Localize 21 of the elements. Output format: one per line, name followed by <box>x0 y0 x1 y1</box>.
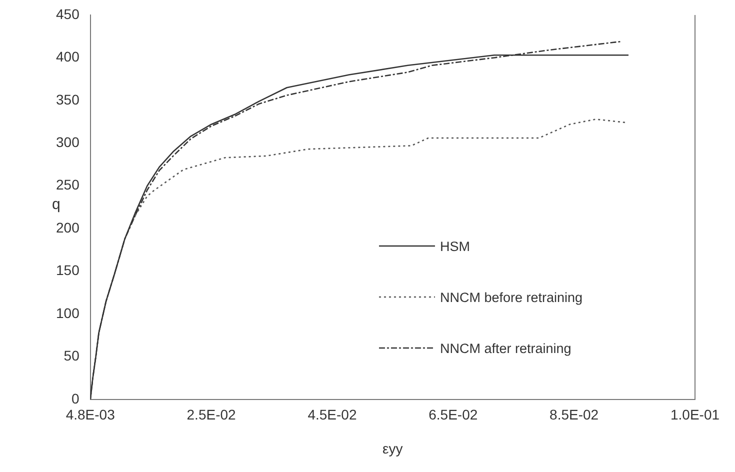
y-tick-label: 250 <box>56 176 80 193</box>
x-tick-label: 4.5E-02 <box>308 406 357 423</box>
y-tick-label: 450 <box>56 6 80 22</box>
x-axis-title: εyy <box>382 440 403 456</box>
x-tick-label: 4.8E-03 <box>66 406 116 423</box>
y-tick-label: 100 <box>56 304 80 321</box>
x-tick-label: 8.5E-02 <box>550 406 599 423</box>
y-tick-label: 150 <box>56 262 80 278</box>
y-tick-label: 350 <box>56 91 80 108</box>
y-tick-label: 0 <box>72 390 80 406</box>
legend-label: HSM <box>440 238 470 254</box>
legend-label: NNCM after retraining <box>440 340 572 356</box>
y-tick-label: 50 <box>64 348 80 364</box>
y-axis-title: q <box>52 196 60 213</box>
legend-label: NNCM before retraining <box>440 290 583 304</box>
x-tick-label: 6.5E-02 <box>428 406 478 423</box>
y-tick-label: 200 <box>56 219 80 236</box>
x-tick-label: 2.5E-02 <box>186 406 236 423</box>
x-tick-label: 1.0E-01 <box>670 406 720 423</box>
y-tick-label: 300 <box>56 134 80 150</box>
y-tick-label: 400 <box>56 48 80 65</box>
